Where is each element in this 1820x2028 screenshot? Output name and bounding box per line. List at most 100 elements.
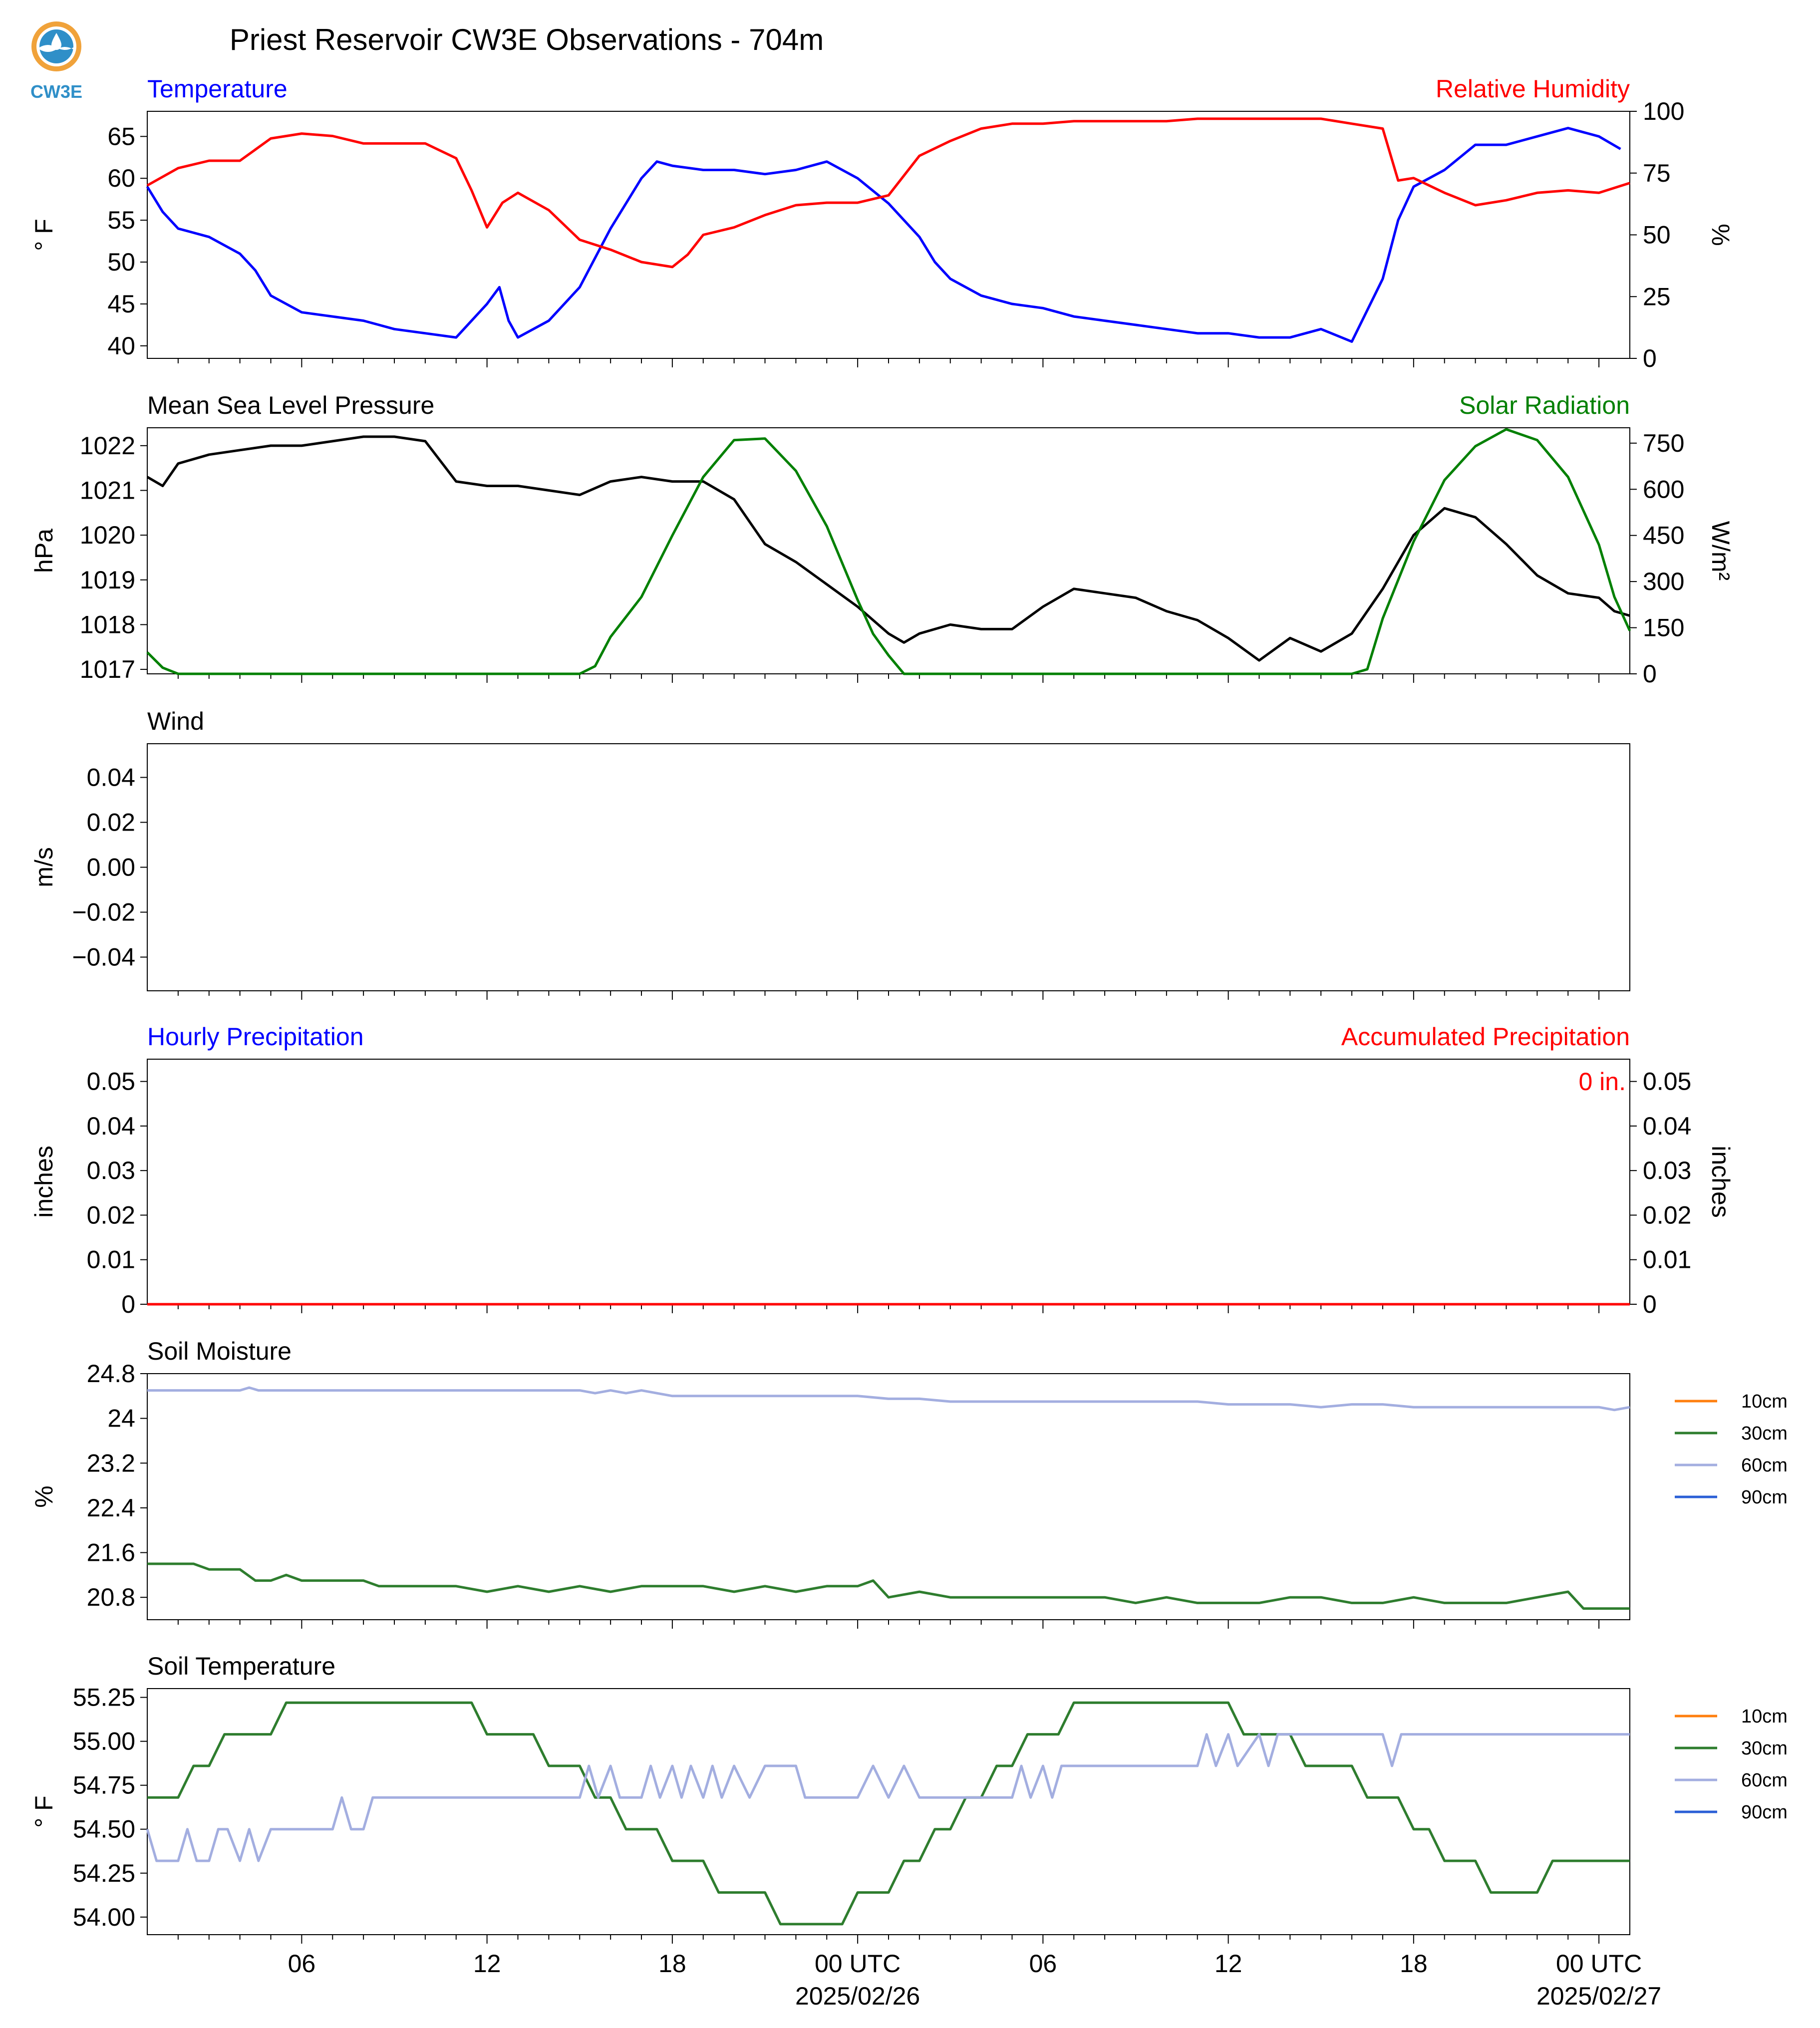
y-axis-label: m/s: [30, 847, 58, 887]
y-tick-label: 50: [107, 248, 135, 276]
panel-precipitation: Hourly Precipitation Accumulated Precipit…: [30, 1023, 1735, 1318]
x-tick-label: 00 UTC: [1556, 1950, 1642, 1978]
series-line-60cm: [147, 1386, 1630, 1412]
y-tick-label-right: 600: [1643, 475, 1684, 503]
panel-title-left: Wind: [147, 707, 204, 735]
y-tick-label-right: 0.02: [1643, 1201, 1691, 1229]
panel-temperature: Temperature Relative Humidity 40 45 50 55 60 65…: [30, 75, 1735, 372]
y-axis-label-right: inches: [1707, 1146, 1735, 1218]
y-tick-label: −0.04: [72, 943, 135, 971]
panel-pressure: Mean Sea Level Pressure Solar Radiation 10…: [30, 391, 1735, 688]
panel-wind: Wind −0.04 −0.02 0.00 0.02 0.04 m/s: [30, 707, 1630, 1000]
series-line-30cm: [147, 1562, 1630, 1610]
y-tick-label-right: 750: [1643, 429, 1684, 457]
y-tick-label: 0.00: [87, 854, 135, 881]
y-tick-label: 55.25: [73, 1684, 135, 1712]
plot-frame: [147, 427, 1630, 674]
y-tick-label: 0: [121, 1290, 135, 1318]
y-tick-label-right: 0: [1643, 660, 1657, 688]
legend-label: 30cm: [1741, 1738, 1788, 1759]
plot-frame: [147, 1059, 1630, 1305]
y-tick-label-right: 150: [1643, 614, 1684, 642]
cw3e-logo: CW3E: [30, 21, 82, 102]
chart-panels: Temperature Relative Humidity 40 45 50 55 60 65…: [30, 75, 1788, 2010]
y-tick-label-right: 0.03: [1643, 1157, 1691, 1184]
y-tick-label: 0.03: [87, 1157, 135, 1184]
panel-title-right: Accumulated Precipitation: [1341, 1023, 1630, 1051]
y-axis-label-right: %: [1707, 224, 1735, 246]
y-tick-label: −0.02: [72, 898, 135, 926]
figure-title: Priest Reservoir CW3E Observations - 704…: [230, 23, 824, 56]
y-tick-label: 1022: [80, 432, 135, 460]
y-tick-label: 55.00: [73, 1728, 135, 1755]
y-tick-label: 55: [107, 206, 135, 234]
panel-soil_moisture: Soil Moisture 20.8 21.6 22.4 23.2 24 24.8% 10cm…: [30, 1337, 1788, 1629]
series-line-solar-radiation: [146, 428, 1631, 675]
x-tick-label: 00 UTC: [815, 1950, 901, 1978]
y-tick-label: 54.25: [73, 1859, 135, 1887]
x-tick-label: 06: [1029, 1950, 1057, 1978]
panel-title-left: Soil Temperature: [147, 1652, 335, 1680]
accumulated-total-annotation: 0 in.: [1578, 1068, 1626, 1096]
x-date-label: 2025/02/27: [1536, 1982, 1661, 2010]
y-tick-label: 21.6: [87, 1539, 135, 1567]
y-axis-label-right: W/m²: [1707, 521, 1735, 580]
legend-label: 30cm: [1741, 1423, 1788, 1444]
x-tick-label: 18: [658, 1950, 686, 1978]
y-tick-label: 54.75: [73, 1771, 135, 1799]
panel-soil_temperature: Soil Temperature 54.00 54.25 54.50 54.75 55.0…: [30, 1652, 1788, 2010]
series-line-relative-humidity: [146, 117, 1630, 269]
y-tick-label: 0.01: [87, 1246, 135, 1274]
y-tick-label: 45: [107, 290, 135, 318]
y-tick-label: 1021: [80, 476, 135, 504]
series-line-mean-sea-level-pressure: [146, 435, 1630, 662]
series-line-30cm: [147, 1701, 1630, 1926]
legend-label: 60cm: [1741, 1770, 1788, 1791]
panel-title-left: Mean Sea Level Pressure: [147, 391, 434, 419]
y-axis-label: inches: [30, 1146, 58, 1218]
y-tick-label: 0.05: [87, 1068, 135, 1096]
y-tick-label-right: 100: [1643, 97, 1684, 125]
y-tick-label-right: 50: [1643, 221, 1671, 249]
y-tick-label: 0.04: [87, 1112, 135, 1140]
y-tick-label-right: 0: [1643, 344, 1657, 372]
y-tick-label-right: 25: [1643, 283, 1671, 310]
legend: 10cm 30cm 60cm 90cm: [1675, 1706, 1788, 1823]
y-tick-label-right: 450: [1643, 522, 1684, 550]
y-tick-label-right: 0.04: [1643, 1112, 1691, 1140]
x-tick-label: 12: [473, 1950, 501, 1978]
panel-title-right: Relative Humidity: [1436, 75, 1630, 103]
y-tick-label: 22.4: [87, 1494, 135, 1522]
y-tick-label: 54.50: [73, 1815, 135, 1843]
legend-label: 10cm: [1741, 1391, 1788, 1412]
y-tick-label: 1017: [80, 655, 135, 683]
y-tick-label-right: 75: [1643, 159, 1671, 187]
legend-label: 90cm: [1741, 1802, 1788, 1823]
plot-frame: [147, 743, 1630, 991]
y-tick-label: 20.8: [87, 1583, 135, 1611]
y-axis-label: ° F: [30, 219, 58, 251]
y-tick-label: 1019: [80, 566, 135, 594]
panel-title-right: Solar Radiation: [1459, 391, 1630, 419]
x-tick-label: 06: [288, 1950, 316, 1978]
legend-label: 10cm: [1741, 1706, 1788, 1727]
x-tick-label: 12: [1214, 1950, 1242, 1978]
y-tick-label: 1020: [80, 521, 135, 549]
y-axis-label: %: [30, 1485, 58, 1507]
y-tick-label-right: 300: [1643, 568, 1684, 595]
y-tick-label-right: 0.05: [1643, 1068, 1691, 1096]
y-tick-label: 24.8: [87, 1360, 135, 1388]
x-date-label: 2025/02/26: [795, 1982, 920, 2010]
y-tick-label: 1018: [80, 610, 135, 638]
y-tick-label-right: 0: [1643, 1290, 1657, 1318]
series-line-60cm: [146, 1733, 1630, 1862]
y-tick-label: 23.2: [87, 1449, 135, 1477]
panel-title-left: Soil Moisture: [147, 1337, 292, 1365]
series-line-temperature: [146, 127, 1621, 343]
y-tick-label: 54.00: [73, 1903, 135, 1931]
y-tick-label-right: 0.01: [1643, 1246, 1691, 1274]
y-tick-label: 0.02: [87, 809, 135, 837]
legend-label: 90cm: [1741, 1487, 1788, 1508]
y-tick-label: 40: [107, 332, 135, 360]
